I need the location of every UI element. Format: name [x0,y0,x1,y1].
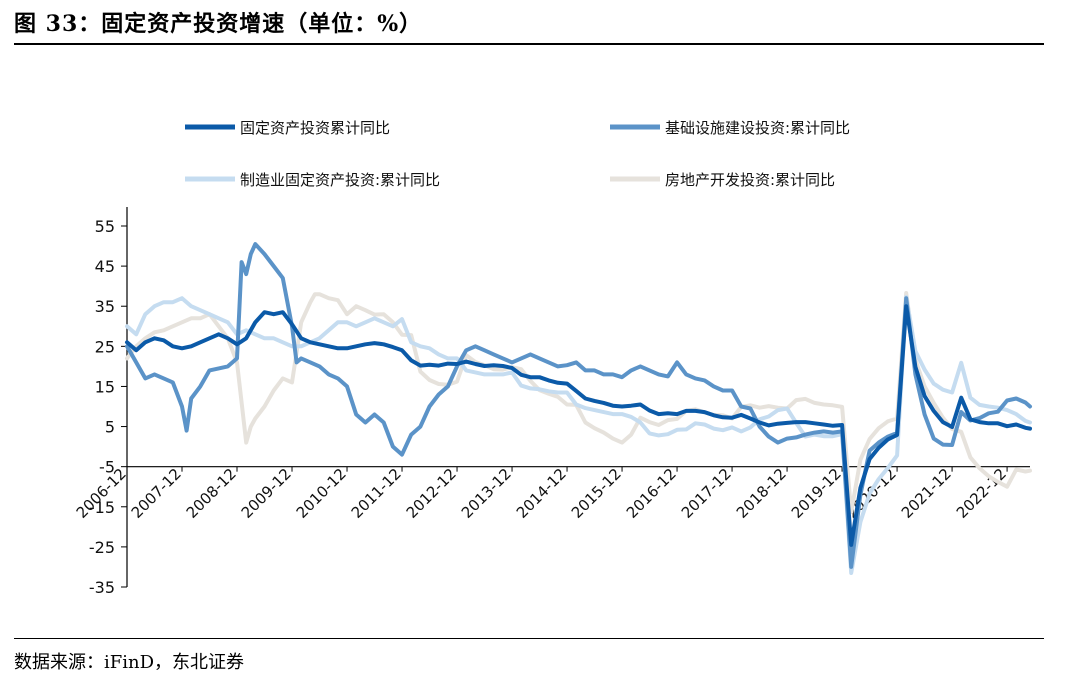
y-tick-label: 35 [95,297,115,316]
x-tick-label: 2009-12 [238,465,295,522]
x-tick-label: 2016-12 [623,465,680,522]
legend-label-3: 房地产开发投资:累计同比 [665,171,835,189]
x-tick-label: 2007-12 [128,465,185,522]
y-tick-label: 15 [95,377,115,396]
x-tick-label: 2012-12 [403,465,460,522]
data-source-note: 数据来源：iFinD，东北证券 [14,652,245,673]
legend-label-1: 基础设施建设投资:累计同比 [665,119,850,137]
legend-label-2: 制造业固定资产投资:累计同比 [240,171,440,189]
source-divider [14,638,1044,639]
series-line-0 [125,304,1032,547]
title-divider [14,43,1044,45]
x-tick-label: 2021-12 [898,465,955,522]
x-tick-label: 2008-12 [183,465,240,522]
y-tick-label: 25 [95,337,115,356]
series-line-1 [125,242,1032,569]
y-tick-label: -5 [99,458,115,477]
y-tick-label: 5 [105,418,115,437]
x-tick-label: 2015-12 [568,465,625,522]
x-tick-label: 2010-12 [293,465,350,522]
x-tick-label: 2018-12 [733,465,790,522]
x-tick-label: 2014-12 [513,465,570,522]
series-line-3 [125,291,1032,514]
figure-title: 图 33：固定资产投资增速（单位：%） [14,11,423,37]
x-tick-label: 2022-12 [953,465,1010,522]
x-tick-label: 2011-12 [348,465,405,522]
legend-label-0: 固定资产投资累计同比 [240,119,390,137]
y-tick-label: 45 [95,257,115,276]
x-tick-label: 2017-12 [678,465,735,522]
x-tick-label: 2019-12 [788,465,845,522]
y-tick-label: 55 [95,217,115,236]
chart-axes: 55453525155-5-15-25-352006-122007-122008… [73,207,1030,597]
y-tick-label: -15 [89,498,115,517]
series-line-2 [125,295,1032,575]
x-tick-label: 2013-12 [458,465,515,522]
y-tick-label: -35 [89,578,115,597]
y-tick-label: -25 [89,538,115,557]
chart-series-lines [125,242,1032,575]
